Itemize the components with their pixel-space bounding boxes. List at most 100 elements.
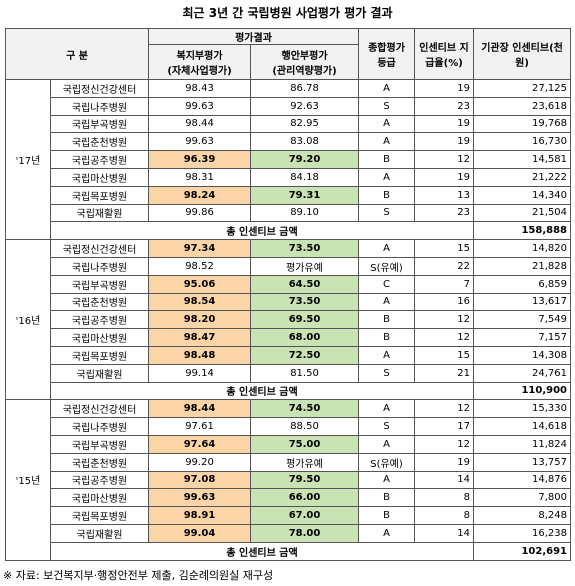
grade-cell: S [358, 203, 416, 223]
welfare-cell: 98.91 [148, 506, 252, 525]
grade-cell: S [358, 363, 416, 383]
rate-cell: 17 [414, 417, 475, 436]
table-row: 국립마산병원 99.63 66.00 B 8 7,800 [6, 488, 572, 508]
name-cell: 국립정신건강센터 [49, 79, 150, 98]
total-row: 총 인센티브 금액 110,900 [6, 381, 572, 401]
name-cell: 국립목포병원 [49, 345, 150, 365]
name-cell: 국립공주병원 [49, 150, 150, 169]
welfare-cell: 99.04 [148, 523, 252, 543]
welfare-cell: 98.47 [148, 328, 252, 347]
grade-cell: B [358, 185, 416, 205]
incentive-cell: 14,340 [473, 185, 572, 205]
mois-cell: 81.50 [250, 363, 360, 383]
mois-cell: 73.50 [250, 292, 360, 312]
grade-cell: B [358, 506, 416, 525]
total-row: 총 인센티브 금액 158,888 [6, 221, 572, 241]
rate-cell: 12 [414, 328, 475, 347]
incentive-cell: 13,617 [473, 292, 572, 312]
incentive-cell: 16,238 [473, 523, 572, 543]
header-cell: 행안부평가 (관리역량평가) [250, 44, 360, 80]
incentive-cell: 21,504 [473, 203, 572, 223]
incentive-cell: 11,824 [473, 434, 572, 454]
grade-cell: S [358, 96, 416, 116]
incentive-cell: 8,248 [473, 506, 572, 525]
table-row: 국립춘천병원 99.63 83.08 A 19 16,730 [6, 132, 572, 152]
table-row: 국립목포병원 98.91 67.00 B 8 8,248 [6, 506, 572, 525]
header-cell: 기관장 인센티브(천원) [473, 28, 572, 80]
welfare-cell: 95.06 [148, 274, 252, 294]
grade-cell: A [358, 345, 416, 365]
name-cell: 국립나주병원 [49, 417, 150, 436]
table-row: 국립목포병원 98.24 79.31 B 13 14,340 [6, 185, 572, 205]
grade-cell: B [358, 328, 416, 347]
table-row: 국립공주병원 98.20 69.50 B 12 7,549 [6, 310, 572, 330]
header-text: 행안부평가 [281, 51, 328, 62]
rate-cell: 14 [414, 523, 475, 543]
incentive-cell: 14,618 [473, 417, 572, 436]
rate-cell: 22 [414, 256, 475, 276]
rate-cell: 19 [414, 114, 475, 134]
rate-cell: 7 [414, 274, 475, 294]
header-text: (자체사업평가) [167, 66, 232, 77]
total-label: 총 인센티브 금액 [49, 381, 475, 401]
rate-cell: 12 [414, 399, 475, 419]
name-cell: 국립춘천병원 [49, 292, 150, 312]
grade-cell: A [358, 132, 416, 152]
rate-cell: 13 [414, 185, 475, 205]
mois-cell: 67.00 [250, 506, 360, 525]
incentive-cell: 24,761 [473, 363, 572, 383]
rate-cell: 19 [414, 132, 475, 152]
header-cell: 종합평가 등급 [358, 28, 416, 80]
name-cell: 국립부곡병원 [49, 434, 150, 454]
name-cell: 국립춘천병원 [49, 132, 150, 152]
table-row: '17년 국립정신건강센터 98.43 86.78 A 19 27,125 [5, 78, 572, 241]
grade-cell: B [358, 488, 416, 508]
table-row: 국립춘천병원 98.54 73.50 A 16 13,617 [6, 292, 572, 312]
grade-cell: A [358, 114, 416, 134]
table-row: 국립나주병원 97.61 88.50 S 17 14,618 [6, 417, 572, 436]
welfare-cell: 98.44 [148, 114, 252, 134]
mois-cell: 82.95 [250, 114, 360, 134]
name-cell: 국립정신건강센터 [49, 399, 150, 419]
incentive-cell: 6,859 [473, 274, 572, 294]
mois-cell: 86.78 [250, 79, 360, 98]
welfare-cell: 97.34 [148, 239, 252, 258]
header-text: 복지부평가 [176, 51, 223, 62]
mois-cell: 75.00 [250, 434, 360, 454]
name-cell: 국립마산병원 [49, 328, 150, 347]
welfare-cell: 99.14 [148, 363, 252, 383]
rate-cell: 16 [414, 292, 475, 312]
rate-cell: 12 [414, 150, 475, 169]
mois-cell: 평가유예 [250, 452, 360, 472]
table-row: 국립재활원 99.86 89.10 S 23 21,504 [6, 203, 572, 223]
rate-cell: 15 [414, 239, 475, 258]
mois-cell: 89.10 [250, 203, 360, 223]
incentive-cell: 15,330 [473, 399, 572, 419]
table-body: '17년 국립정신건강센터 98.43 86.78 A 19 27,125 국립나주병원 99.… [5, 78, 572, 561]
grade-cell: A [358, 470, 416, 490]
grade-cell: B [358, 310, 416, 330]
welfare-cell: 98.54 [148, 292, 252, 312]
incentive-cell: 21,828 [473, 256, 572, 276]
welfare-cell: 99.86 [148, 203, 252, 223]
footer: ※ 자료: 보건복지부·행정안전부 제출, 김순례의원실 재구성 [3, 569, 274, 582]
table-row: 국립재활원 99.04 78.00 A 14 16,238 [6, 523, 572, 543]
total-value: 110,900 [473, 381, 572, 401]
grade-cell: A [358, 292, 416, 312]
grade-cell: A [358, 399, 416, 419]
welfare-cell: 99.63 [148, 488, 252, 508]
rate-cell: 19 [414, 452, 475, 472]
incentive-cell: 14,308 [473, 345, 572, 365]
rate-cell: 21 [414, 363, 475, 383]
header-cell: 구 분 [4, 28, 150, 80]
name-cell: 국립공주병원 [49, 470, 150, 490]
table-row: 국립춘천병원 99.20 평가유예 S(유예) 19 13,757 [6, 452, 572, 472]
table-row: '16년 국립정신건강센터 97.34 73.50 A 15 14,820 [5, 239, 572, 401]
year-cell: '15년 [5, 399, 51, 561]
name-cell: 국립마산병원 [49, 488, 150, 508]
mois-cell: 74.50 [250, 399, 360, 419]
total-label: 총 인센티브 금액 [49, 221, 475, 241]
results-table: 구 분 평가결과 종합평가 등급 인센티브 지급율(%) 기관장 인센티브(천원… [4, 28, 572, 561]
incentive-cell: 7,157 [473, 328, 572, 347]
table-row: 국립나주병원 99.63 92.63 S 23 23,618 [6, 96, 572, 116]
